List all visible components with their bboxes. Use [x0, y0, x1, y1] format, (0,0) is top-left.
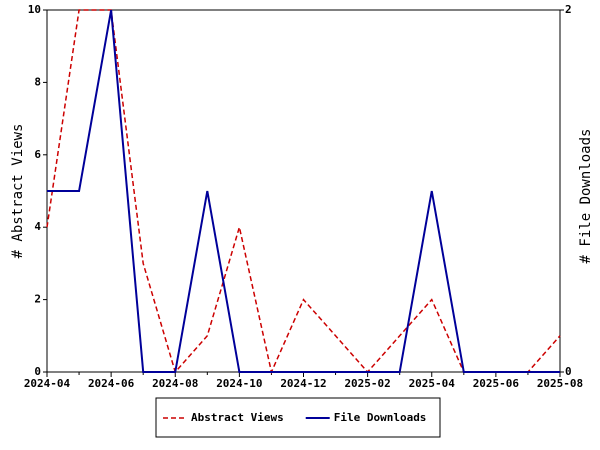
- y-tick-label: 4: [34, 220, 41, 233]
- y-tick-label: 6: [34, 148, 41, 161]
- x-tick-label: 2024-06: [88, 377, 135, 390]
- series-line: [47, 9, 560, 373]
- x-tick-label: 2025-04: [409, 377, 456, 390]
- legend-box: [155, 397, 441, 438]
- x-tick-label: 2025-06: [473, 377, 520, 390]
- series-line: [46, 9, 561, 375]
- y2-tick-label: 2: [565, 3, 572, 16]
- x-tick-label: 2024-08: [152, 377, 198, 390]
- y-axis-title: # Abstract Views: [10, 124, 26, 259]
- y-tick-label: 2: [34, 293, 41, 306]
- plot-frame: [46, 9, 561, 373]
- legend-label: Abstract Views: [191, 411, 284, 424]
- legend-label: File Downloads: [334, 411, 427, 424]
- x-tick-label: 2024-04: [24, 377, 71, 390]
- y-tick-label: 10: [28, 3, 41, 16]
- x-tick-label: 2025-08: [537, 377, 583, 390]
- y2-tick-label: 0: [565, 365, 572, 378]
- y2-axis-title: # File Downloads: [578, 129, 594, 264]
- y-tick-label: 0: [34, 365, 41, 378]
- x-tick-label: 2024-10: [216, 377, 262, 390]
- y-tick-label: 8: [34, 75, 41, 88]
- x-tick-label: 2025-02: [344, 377, 390, 390]
- x-tick-label: 2024-12: [280, 377, 326, 390]
